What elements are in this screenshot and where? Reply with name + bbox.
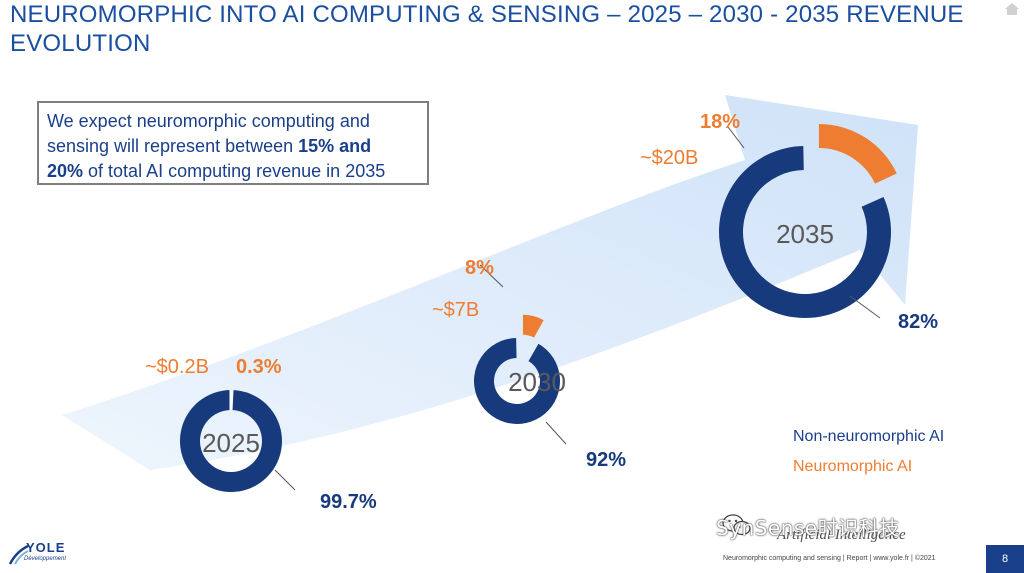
wechat-icon xyxy=(722,514,751,536)
neuromorphic-pct-2025: 0.3% xyxy=(236,356,282,378)
donut-2030-neuromorphic xyxy=(522,314,544,338)
leader-2030-neuromorphic xyxy=(479,264,504,288)
leader-2035-neuromorphic xyxy=(727,126,745,149)
revenue-label-2035: ~$20B xyxy=(640,147,698,169)
year-label-2030: 2030 xyxy=(508,367,566,397)
neuromorphic-pct-2035: 18% xyxy=(700,111,740,133)
legend-non-neuromorphic: Non-neuromorphic AI xyxy=(793,428,945,445)
logo-name: YOLE xyxy=(26,540,66,555)
callout-line3a: 20% xyxy=(47,161,84,181)
donut-2025-non-neuromorphic xyxy=(179,390,282,493)
neuromorphic-pct-2030: 8% xyxy=(465,257,494,279)
callout-line1: We expect neuromorphic computing and xyxy=(47,111,370,131)
faint-caption: Artificial Intelligence xyxy=(777,527,906,543)
footer-text: Neuromorphic computing and sensing | Rep… xyxy=(723,555,936,562)
revenue-label-2025: ~$0.2B xyxy=(145,356,209,378)
non-neuromorphic-pct-2030: 92% xyxy=(586,449,626,471)
leader-2025-non-neuromorphic xyxy=(274,469,296,491)
year-label-2025: 2025 xyxy=(202,428,260,458)
donut-2030-non-neuromorphic xyxy=(474,338,560,424)
leader-2035-non-neuromorphic xyxy=(849,295,881,319)
non-neuromorphic-pct-2035: 82% xyxy=(898,311,938,333)
callout-box: We expect neuromorphic computing and sen… xyxy=(37,101,429,185)
callout-line2b: 15% and xyxy=(298,136,372,156)
page-title: NEUROMORPHIC INTO AI COMPUTING & SENSING… xyxy=(10,1,964,57)
growth-arrow xyxy=(62,95,918,470)
leader-2030-non-neuromorphic xyxy=(545,421,567,445)
legend-neuromorphic: Neuromorphic AI xyxy=(793,458,913,475)
home-icon[interactable] xyxy=(1004,2,1020,16)
page-number: 8 xyxy=(986,545,1024,573)
callout-line2a: sensing will represent between xyxy=(47,136,299,156)
callout-line3b: of total AI computing revenue in 2035 xyxy=(83,161,386,181)
year-label-2035: 2035 xyxy=(776,219,834,249)
donut-2035-neuromorphic xyxy=(818,124,897,184)
revenue-label-2030: ~$7B xyxy=(432,299,479,321)
watermark-text: SynSense时识科技 xyxy=(716,516,900,540)
yole-logo-icon xyxy=(8,544,29,565)
logo-sub: Développement xyxy=(24,556,67,562)
non-neuromorphic-pct-2025: 99.7% xyxy=(320,491,377,513)
